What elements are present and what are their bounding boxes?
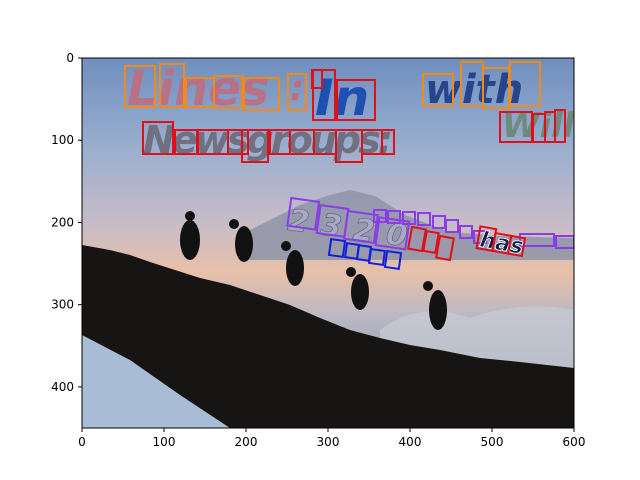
word-will: Will (499, 106, 574, 146)
blue-boxes (327, 237, 403, 271)
word-colon: : (287, 68, 307, 111)
ridge-silhouette (82, 245, 574, 428)
x-tick-label: 500 (481, 435, 504, 449)
x-tick-label: 600 (563, 435, 586, 449)
x-tick-label: 400 (399, 435, 422, 449)
y-tick-label: 300 (51, 298, 74, 312)
word-colon-text: : (290, 68, 304, 109)
y-tick-label: 0 (66, 51, 74, 65)
y-axis: 0 100 200 300 400 (51, 51, 82, 394)
word-in: In (312, 69, 376, 127)
y-tick-label: 400 (51, 380, 74, 394)
word-in-text: In (315, 69, 369, 127)
text-overlay: Lines : In with Will (124, 61, 574, 271)
y-tick-label: 200 (51, 215, 74, 229)
snow-patch (82, 335, 230, 428)
x-tick-label: 200 (235, 435, 258, 449)
x-tick-label: 100 (153, 435, 176, 449)
word-has: has (475, 225, 527, 260)
word-newsgroups: Newsgroups: (142, 118, 395, 163)
red-fragments (407, 225, 455, 262)
hikers (180, 211, 447, 330)
y-tick-label: 100 (51, 133, 74, 147)
x-tick-label: 300 (317, 435, 340, 449)
small-red-box (311, 69, 323, 89)
word-lines: Lines (124, 61, 280, 117)
x-axis: 0 100 200 300 400 500 600 (78, 428, 585, 449)
word-with: with (422, 61, 541, 113)
word-lines-text: Lines (127, 61, 269, 117)
x-tick-label: 0 (78, 435, 86, 449)
